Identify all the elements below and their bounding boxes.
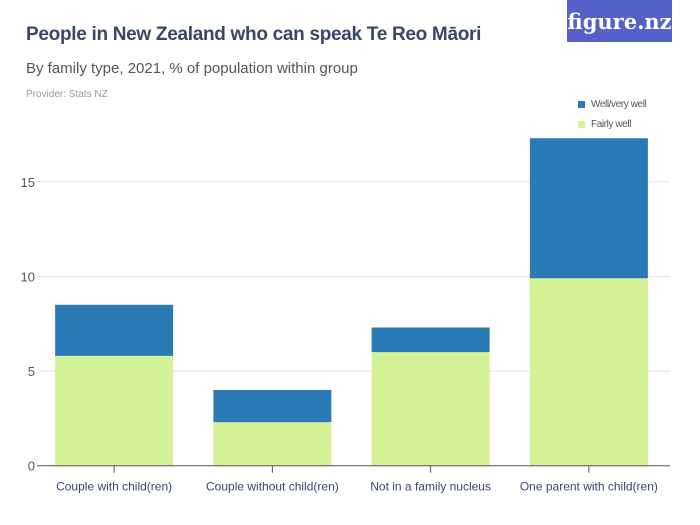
bar-fairly-well	[529, 278, 648, 466]
bar-fairly-well	[371, 352, 490, 466]
legend-label-fairly: Fairly well	[591, 118, 632, 130]
bar-well-very-well	[529, 138, 648, 279]
x-tick-label: Couple without child(ren)	[206, 480, 339, 494]
x-tick-label: One parent with child(ren)	[520, 480, 658, 494]
bar-fairly-well	[213, 422, 332, 466]
y-tick-label: 0	[28, 459, 35, 474]
bar-well-very-well	[213, 389, 332, 423]
legend-swatch-well	[578, 100, 585, 108]
legend-item-well: Well/very well	[578, 94, 647, 114]
y-tick-label: 5	[28, 364, 35, 379]
y-tick-label: 10	[21, 269, 35, 284]
bar-well-very-well	[55, 304, 174, 356]
legend: Well/very well Fairly well	[578, 94, 647, 134]
y-tick-label: 15	[21, 175, 35, 190]
chart-subtitle: By family type, 2021, % of population wi…	[26, 60, 358, 77]
x-tick-label: Not in a family nucleus	[370, 480, 491, 494]
chart-title: People in New Zealand who can speak Te R…	[26, 24, 482, 45]
provider-text: Provider: Stats NZ	[26, 89, 108, 100]
legend-label-well: Well/very well	[591, 98, 647, 110]
legend-swatch-fairly	[578, 120, 585, 128]
bar-well-very-well	[371, 327, 490, 353]
x-tick-label: Couple with child(ren)	[56, 480, 172, 494]
legend-item-fairly: Fairly well	[578, 114, 646, 134]
figure-nz-logo[interactable]: figure.nz	[567, 0, 672, 42]
bar-fairly-well	[55, 355, 174, 466]
